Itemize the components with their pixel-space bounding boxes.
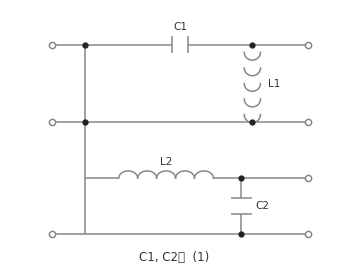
Text: C1, C2：  (1): C1, C2： (1) — [139, 251, 210, 264]
Text: C2: C2 — [255, 201, 269, 211]
Text: L2: L2 — [160, 157, 172, 167]
Text: L1: L1 — [268, 79, 280, 89]
Text: C1: C1 — [173, 22, 187, 32]
